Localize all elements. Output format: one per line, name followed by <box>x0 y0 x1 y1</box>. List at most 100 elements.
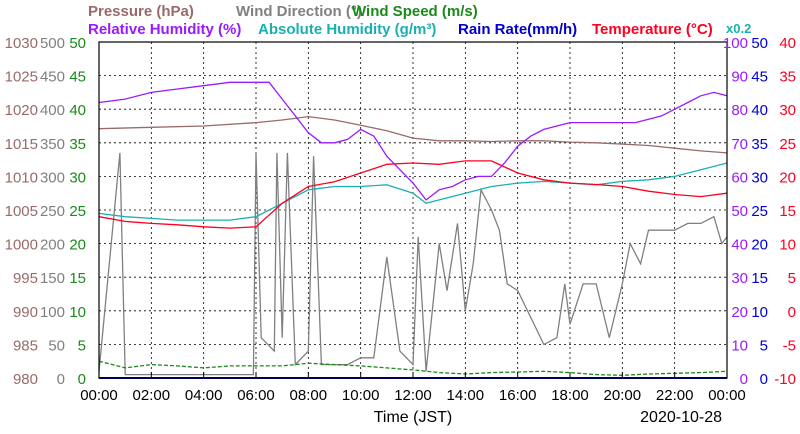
tick-label-wind-speed: 45 <box>69 69 86 86</box>
tick-label-wind-direction: 0 <box>57 371 65 388</box>
tick-label-wind-direction: 100 <box>40 304 65 321</box>
tick-label-humidity: 30 <box>731 270 748 287</box>
tick-label-rain-rate: 0 <box>760 371 768 388</box>
x-tick-label: 00:00 <box>708 387 746 404</box>
tick-label-wind-speed: 30 <box>69 169 86 186</box>
right-axes: 1009080706050403020100504540353025201510… <box>723 35 796 388</box>
title-part-wind-direction: Wind Direction (°) <box>236 3 362 20</box>
x-tick-label: 18:00 <box>551 387 589 404</box>
tick-label-temperature: 0 <box>788 304 796 321</box>
tick-label-humidity: 0 <box>740 371 748 388</box>
tick-label-wind-direction: 350 <box>40 136 65 153</box>
tick-label-wind-speed: 0 <box>78 371 86 388</box>
x-axis: 00:00 02:00 04:00 06:00 08:00 10:00 12:00 14:00… <box>80 372 746 404</box>
tick-label-temperature: 35 <box>779 69 796 86</box>
tick-label-wind-direction: 150 <box>40 270 65 287</box>
tick-label-rain-rate: 20 <box>751 237 768 254</box>
x-tick-label: 02:00 <box>133 387 171 404</box>
tick-label-temperature: 30 <box>779 102 796 119</box>
tick-label-pressure: 990 <box>13 304 38 321</box>
tick-label-pressure: 995 <box>13 270 38 287</box>
series-line-pressure-hpa <box>98 115 728 154</box>
tick-label-humidity: 10 <box>731 337 748 354</box>
tick-label-humidity: 20 <box>731 304 748 321</box>
x-tick-label: 10:00 <box>342 387 380 404</box>
series-line-temperature-c <box>98 160 728 229</box>
tick-label-wind-direction: 250 <box>40 203 65 220</box>
tick-label-rain-rate: 25 <box>751 203 768 220</box>
tick-label-wind-speed: 10 <box>69 304 86 321</box>
x-axis-label: Time (JST) <box>374 409 453 426</box>
x-tick-label: 20:00 <box>604 387 642 404</box>
title-part-pressure-hpa: Pressure (hPa) <box>88 3 194 20</box>
tick-label-pressure: 980 <box>13 371 38 388</box>
tick-label-wind-speed: 15 <box>69 270 86 287</box>
x-tick-label: 08:00 <box>290 387 328 404</box>
tick-label-rain-rate: 35 <box>751 136 768 153</box>
tick-label-wind-speed: 25 <box>69 203 86 220</box>
title-part-rain-rate-mm-h: Rain Rate(mm/h) <box>458 21 577 38</box>
tick-label-temperature: 10 <box>779 237 796 254</box>
tick-label-temperature: -5 <box>783 337 796 354</box>
tick-label-wind-direction: 500 <box>40 35 65 52</box>
x-tick-label: 14:00 <box>447 387 485 404</box>
tick-label-humidity: 60 <box>731 169 748 186</box>
series-line-relative-humidity <box>98 81 728 201</box>
x-tick-label: 04:00 <box>185 387 223 404</box>
x-tick-label: 16:00 <box>499 387 537 404</box>
tick-label-rain-rate: 30 <box>751 169 768 186</box>
title-part-absolute-humidity-g-m: Absolute Humidity (g/m³) <box>258 21 436 38</box>
tick-label-wind-direction: 50 <box>48 337 65 354</box>
chart-title-legend: Pressure (hPa) Wind Direction (°)Wind Spe… <box>88 3 713 38</box>
left-axes: 1030102510201015101010051000995990985980… <box>5 35 86 388</box>
tick-label-humidity: 100 <box>723 35 748 52</box>
x-tick-label: 00:00 <box>80 387 118 404</box>
tick-label-wind-direction: 300 <box>40 169 65 186</box>
tick-label-humidity: 80 <box>731 102 748 119</box>
tick-label-pressure: 1005 <box>5 203 38 220</box>
tick-label-temperature: 5 <box>788 270 796 287</box>
title-part-relative-humidity: Relative Humidity (%) <box>88 21 241 38</box>
tick-label-temperature: -10 <box>774 371 796 388</box>
plot-grid <box>99 42 727 378</box>
x-tick-label: 12:00 <box>394 387 432 404</box>
tick-label-temperature: 40 <box>779 35 796 52</box>
tick-label-rain-rate: 45 <box>751 69 768 86</box>
tick-label-humidity: 40 <box>731 237 748 254</box>
tick-label-wind-speed: 20 <box>69 237 86 254</box>
tick-label-pressure: 1030 <box>5 35 38 52</box>
tick-label-rain-rate: 15 <box>751 270 768 287</box>
series-line-wind-direction <box>98 152 728 376</box>
tick-label-rain-rate: 10 <box>751 304 768 321</box>
tick-label-humidity: 50 <box>731 203 748 220</box>
tick-label-humidity: 70 <box>731 136 748 153</box>
tick-label-temperature: 20 <box>779 169 796 186</box>
tick-label-pressure: 1025 <box>5 69 38 86</box>
tick-label-humidity: 90 <box>731 69 748 86</box>
tick-label-pressure: 1010 <box>5 169 38 186</box>
date-label: 2020-10-28 <box>640 409 722 426</box>
tick-label-wind-direction: 400 <box>40 102 65 119</box>
tick-label-wind-speed: 5 <box>78 337 86 354</box>
tick-label-pressure: 1015 <box>5 136 38 153</box>
tick-label-wind-direction: 450 <box>40 69 65 86</box>
tick-label-rain-rate: 40 <box>751 102 768 119</box>
tick-label-temperature: 25 <box>779 136 796 153</box>
tick-label-rain-rate: 5 <box>760 337 768 354</box>
x-tick-label: 22:00 <box>656 387 694 404</box>
tick-label-pressure: 1000 <box>5 237 38 254</box>
scale-note: x0.2 <box>726 21 751 36</box>
x-tick-label: 06:00 <box>237 387 275 404</box>
tick-label-wind-speed: 50 <box>69 35 86 52</box>
series-line-absolute-humidity-g-m <box>98 162 728 221</box>
tick-label-wind-speed: 40 <box>69 102 86 119</box>
title-part-temperature-c: Temperature (°C) <box>592 21 713 38</box>
tick-label-pressure: 1020 <box>5 102 38 119</box>
tick-label-wind-direction: 200 <box>40 237 65 254</box>
tick-label-rain-rate: 50 <box>751 35 768 52</box>
tick-label-pressure: 985 <box>13 337 38 354</box>
title-part-wind-speed-m-s: Wind Speed (m/s) <box>352 3 478 20</box>
tick-label-wind-speed: 35 <box>69 136 86 153</box>
tick-label-temperature: 15 <box>779 203 796 220</box>
